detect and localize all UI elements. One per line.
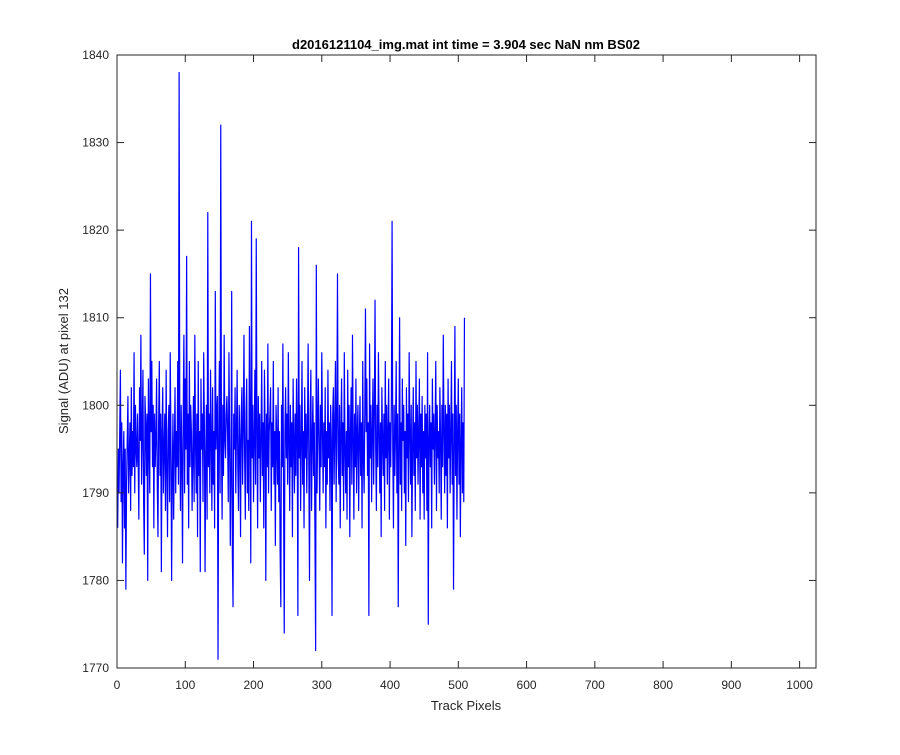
y-tick-label: 1790 <box>82 486 109 500</box>
y-tick-label: 1800 <box>82 398 109 412</box>
x-tick-label: 300 <box>312 678 332 692</box>
x-tick-label: 900 <box>721 678 741 692</box>
y-axis: 1770 1780 1790 1800 1810 1820 1830 1840 <box>82 48 816 675</box>
x-tick-label: 1000 <box>786 678 813 692</box>
x-tick-label: 0 <box>114 678 121 692</box>
series-line-0 <box>117 71 466 660</box>
axes-box <box>116 54 817 669</box>
y-tick-label: 1770 <box>82 661 109 675</box>
y-axis-label: Signal (ADU) at pixel 132 <box>56 288 71 434</box>
series-layer <box>117 71 466 660</box>
y-tick-label: 1780 <box>82 573 109 587</box>
x-axis: 0 100 200 300 400 500 600 700 800 900 1000 <box>114 55 813 692</box>
x-tick-label: 600 <box>517 678 537 692</box>
y-tick-label: 1820 <box>82 223 109 237</box>
y-tick-label: 1810 <box>82 311 109 325</box>
chart-title: d2016121104_img.mat int time = 3.904 sec… <box>292 37 640 52</box>
x-tick-label: 200 <box>244 678 264 692</box>
y-tick-label: 1840 <box>82 48 109 62</box>
x-tick-label: 100 <box>175 678 195 692</box>
x-tick-label: 800 <box>653 678 673 692</box>
x-axis-label: Track Pixels <box>431 698 502 713</box>
x-tick-label: 500 <box>448 678 468 692</box>
x-tick-label: 700 <box>585 678 605 692</box>
y-tick-label: 1830 <box>82 136 109 150</box>
x-tick-label: 400 <box>380 678 400 692</box>
